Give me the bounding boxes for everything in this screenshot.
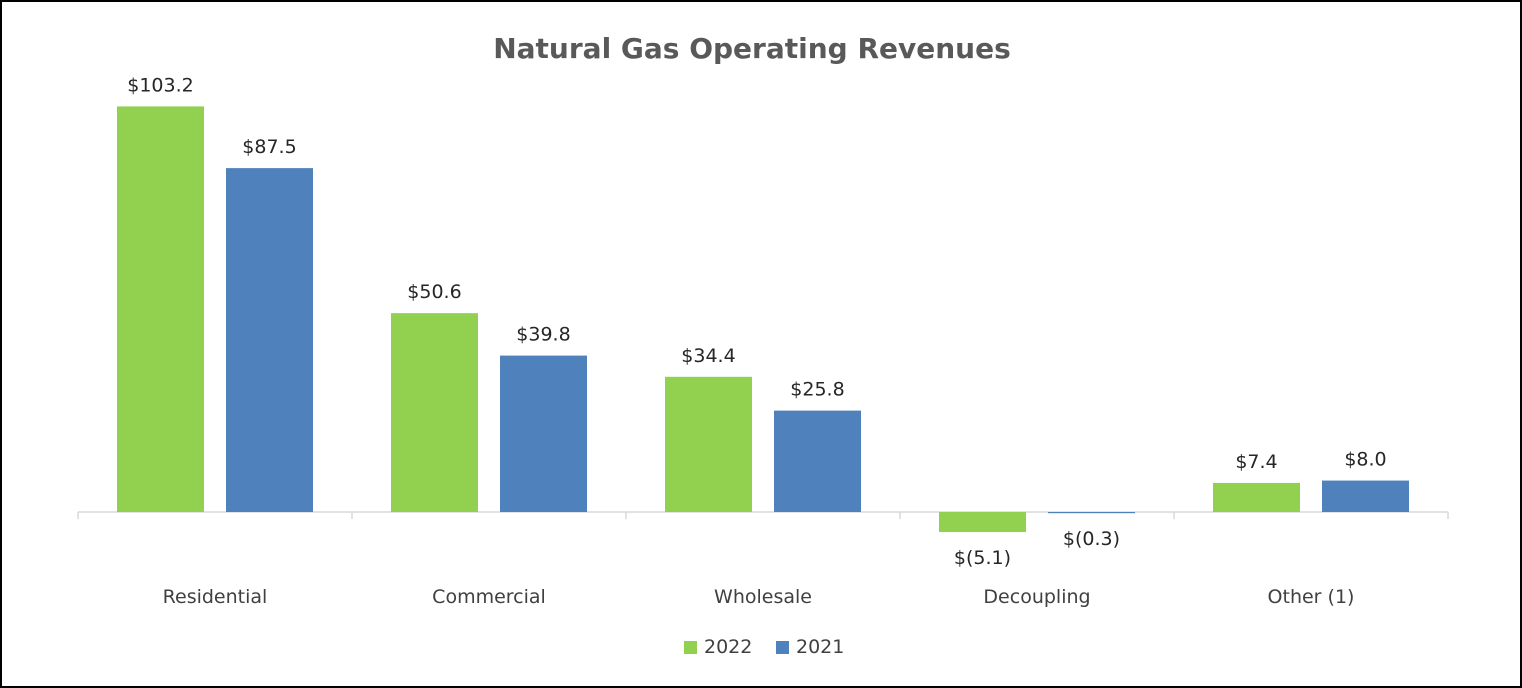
- data-label: $8.0: [1344, 449, 1386, 471]
- bar-2022-residential[interactable]: [117, 106, 204, 512]
- category-label: Wholesale: [714, 586, 812, 608]
- data-label: $103.2: [127, 74, 193, 96]
- data-label: $50.6: [407, 281, 461, 303]
- data-label: $25.8: [790, 379, 844, 401]
- legend: 2022 2021: [684, 636, 844, 658]
- data-labels: $103.2 $87.5 $50.6 $39.8 $34.4 $25.8 $(5.1) $(0…: [127, 74, 1386, 569]
- data-label: $7.4: [1235, 451, 1277, 473]
- data-label: $34.4: [681, 345, 735, 367]
- bar-2021-wholesale[interactable]: [774, 410, 861, 512]
- bar-2022-other-1[interactable]: [1213, 482, 1300, 512]
- category-axis: [77, 511, 1449, 519]
- bar-2021-commercial[interactable]: [500, 355, 587, 512]
- bar-2022-commercial[interactable]: [391, 313, 478, 512]
- chart-title: Natural Gas Operating Revenues: [493, 32, 1011, 65]
- bars: [117, 106, 1409, 533]
- legend-label-2022: 2022: [704, 636, 752, 658]
- bar-2021-other-1[interactable]: [1322, 480, 1409, 512]
- category-labels: Residential Commercial Wholesale Decoupling…: [163, 586, 1355, 608]
- data-label: $(0.3): [1063, 528, 1120, 550]
- bar-2022-wholesale[interactable]: [665, 376, 752, 512]
- bar-2022-decoupling[interactable]: [939, 512, 1026, 533]
- category-label: Decoupling: [983, 586, 1090, 608]
- legend-swatch-2021: [776, 641, 789, 654]
- data-label: $(5.1): [954, 547, 1011, 569]
- data-label: $39.8: [516, 324, 570, 346]
- legend-label-2021: 2021: [796, 636, 844, 658]
- bar-2021-decoupling[interactable]: [1048, 512, 1135, 514]
- category-label: Residential: [163, 586, 268, 608]
- bar-2021-residential[interactable]: [226, 168, 313, 512]
- category-label: Other (1): [1268, 586, 1355, 608]
- data-label: $87.5: [242, 136, 296, 158]
- legend-swatch-2022: [684, 641, 697, 654]
- category-label: Commercial: [432, 586, 546, 608]
